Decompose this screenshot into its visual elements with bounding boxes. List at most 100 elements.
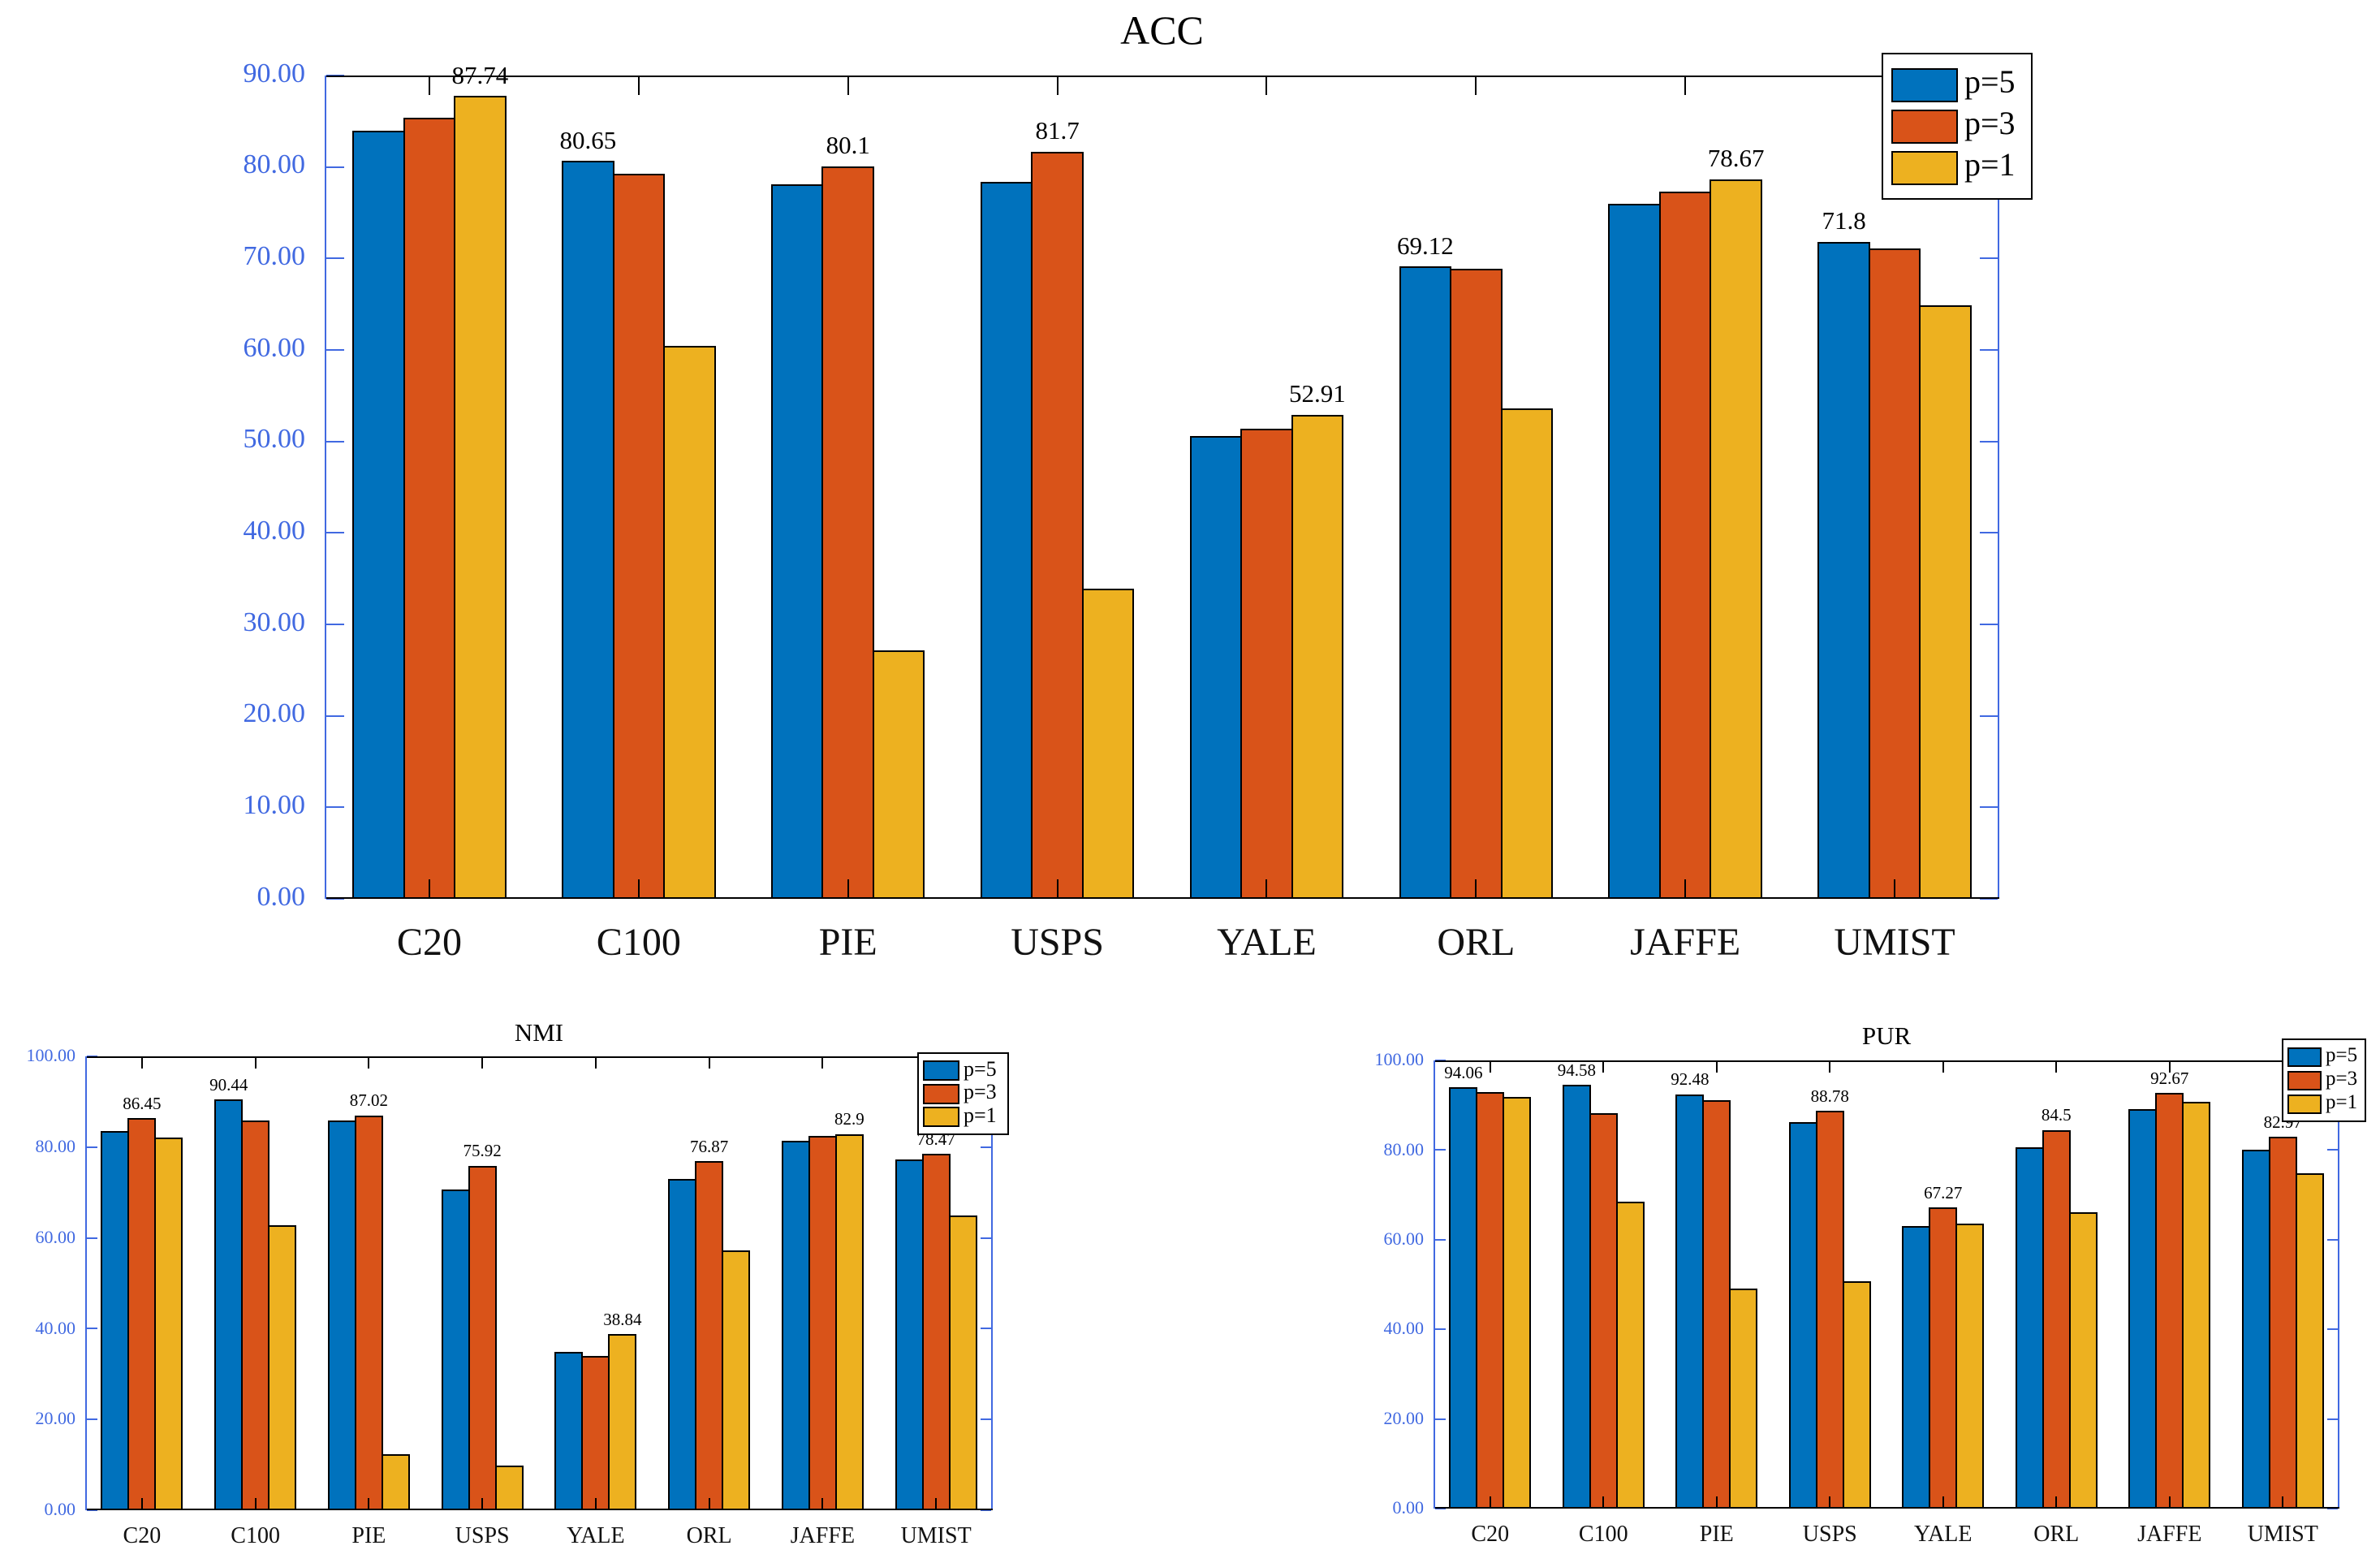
pur-x-tick-top: [1829, 1062, 1831, 1073]
pur-y-tick-label: 20.00: [1383, 1407, 1425, 1428]
nmi-x-tick: [935, 1498, 938, 1509]
nmi-y-tick-right: [981, 1509, 991, 1511]
nmi-y-tick-label: 40.00: [35, 1317, 76, 1338]
nmi-bar-yale-p1: [608, 1333, 637, 1510]
acc-bar-yale-p3: [1240, 428, 1293, 899]
nmi-x-tick-label-usps: USPS: [455, 1523, 510, 1548]
nmi-legend-label-p1: p=1: [964, 1103, 997, 1127]
acc-x-tick: [637, 879, 640, 897]
nmi-x-tick: [594, 1498, 597, 1509]
pur-x-tick-label-c20: C20: [1471, 1522, 1510, 1547]
acc-y-tick-right: [1980, 624, 1998, 625]
nmi-x-tick-label-c100: C100: [231, 1523, 280, 1548]
pur-bar-umist-p5: [2241, 1150, 2270, 1509]
pur-x-tick: [2282, 1496, 2284, 1507]
acc-y-tick-right: [1980, 440, 1998, 443]
nmi-bar-c100-p1: [268, 1224, 297, 1510]
acc-bar-value-label: 78.67: [1707, 144, 1765, 172]
nmi-x-tick-top: [594, 1058, 597, 1069]
acc-bar-umist-p5: [1817, 242, 1870, 899]
nmi-x-tick: [368, 1498, 370, 1509]
acc-x-tick: [428, 879, 430, 897]
acc-x-tick-label-c100: C100: [596, 921, 681, 964]
acc-bar-umist-p3: [1868, 248, 1921, 899]
acc-y-tick-label: 0.00: [257, 881, 306, 912]
nmi-x-tick-top: [708, 1058, 710, 1069]
nmi-bar-c20-p5: [101, 1131, 130, 1510]
pur-bar-value-label: 92.67: [2150, 1069, 2189, 1089]
acc-bar-value-label: 71.8: [1822, 206, 1866, 235]
nmi-x-tick-label-pie: PIE: [351, 1523, 386, 1548]
pur-bar-c100-p1: [1615, 1201, 1645, 1509]
pur-bar-c100-p3: [1589, 1113, 1618, 1509]
nmi-bar-umist-p3: [921, 1154, 951, 1510]
nmi-bar-jaffe-p5: [781, 1140, 810, 1510]
nmi-bar-yale-p5: [554, 1351, 584, 1510]
acc-y-tick-label: 80.00: [243, 149, 306, 180]
acc-y-tick-right: [1980, 257, 1998, 260]
nmi-y-tick-right: [981, 1328, 991, 1330]
acc-bar-value-label: 87.74: [451, 60, 509, 89]
nmi-y-tick-right: [981, 1237, 991, 1239]
nmi-bar-value-label: 87.02: [349, 1090, 388, 1111]
pur-y-tick-right: [2327, 1238, 2338, 1241]
acc-top-spine: [325, 76, 1999, 77]
pur-y-tick: [1435, 1508, 1446, 1509]
pur-bar-jaffe-p1: [2182, 1102, 2211, 1509]
nmi-bar-value-label: 82.9: [834, 1109, 864, 1129]
pur-x-tick-label-umist: UMIST: [2247, 1522, 2318, 1547]
acc-bar-usps-p5: [980, 181, 1033, 899]
pur-bar-c20-p1: [1503, 1096, 1532, 1509]
acc-y-tick: [326, 624, 344, 625]
acc-bar-c20-p3: [403, 117, 456, 899]
acc-x-tick-top: [1684, 77, 1687, 95]
pur-x-axis-line: [1434, 1507, 2339, 1509]
pur-y-tick-label: 0.00: [1392, 1497, 1425, 1518]
nmi-y-tick: [87, 1146, 97, 1148]
pur-y-tick: [1435, 1238, 1446, 1241]
nmi-bar-value-label: 75.92: [463, 1141, 502, 1161]
nmi-legend-label-p3: p=3: [964, 1080, 997, 1104]
pur-legend-label-p1: p=1: [2326, 1090, 2358, 1113]
pur-x-tick-label-c100: C100: [1578, 1522, 1628, 1547]
nmi-bar-jaffe-p1: [834, 1133, 864, 1510]
pur-legend-label-p3: p=3: [2326, 1067, 2358, 1090]
acc-bar-c100-p1: [663, 346, 716, 899]
nmi-y-tick-label: 60.00: [35, 1226, 76, 1247]
pur-bar-pie-p3: [1702, 1100, 1731, 1509]
nmi-x-axis-line: [85, 1509, 993, 1510]
acc-y-tick: [326, 532, 344, 534]
acc-y-tick: [326, 715, 344, 717]
acc-x-tick-top: [637, 77, 640, 95]
acc-y-tick-label: 70.00: [243, 240, 306, 271]
pur-bar-c20-p5: [1449, 1086, 1478, 1509]
acc-bar-orl-p1: [1500, 408, 1554, 899]
acc-x-tick-label-pie: PIE: [818, 921, 877, 964]
acc-x-tick: [1265, 879, 1268, 897]
acc-x-axis-line: [325, 897, 1999, 899]
nmi-x-tick-top: [368, 1058, 370, 1069]
nmi-bar-jaffe-p3: [808, 1135, 837, 1510]
acc-legend-swatch-p3: [1891, 109, 1958, 144]
pur-chart-title: PUR: [1861, 1021, 1912, 1050]
pur-bar-umist-p3: [2268, 1137, 2297, 1509]
pur-bar-value-label: 88.78: [1810, 1086, 1849, 1106]
pur-bar-orl-p3: [2042, 1129, 2071, 1509]
pur-x-tick: [2055, 1496, 2058, 1507]
acc-x-tick-top: [1265, 77, 1268, 95]
pur-x-tick-top: [1489, 1062, 1491, 1073]
acc-legend: p=5 p=3 p=1: [1882, 53, 2033, 200]
acc-y-tick: [326, 440, 344, 443]
pur-x-tick: [1829, 1496, 1831, 1507]
nmi-y-tick-label: 100.00: [26, 1045, 76, 1066]
pur-y-tick-label: 40.00: [1383, 1318, 1425, 1339]
acc-x-tick-label-jaffe: JAFFE: [1630, 921, 1741, 964]
nmi-y-tick-label: 80.00: [35, 1135, 76, 1156]
acc-bar-pie-p1: [872, 650, 925, 899]
nmi-bar-yale-p3: [581, 1355, 610, 1510]
acc-y-tick-right: [1980, 532, 1998, 534]
acc-x-tick-label-orl: ORL: [1437, 921, 1516, 964]
acc-plot-area: 0.00 10.00 20.00 30.00 40.00 50.00 60.00 70.00 8…: [244, 58, 1999, 964]
acc-bar-pie-p5: [770, 184, 824, 899]
